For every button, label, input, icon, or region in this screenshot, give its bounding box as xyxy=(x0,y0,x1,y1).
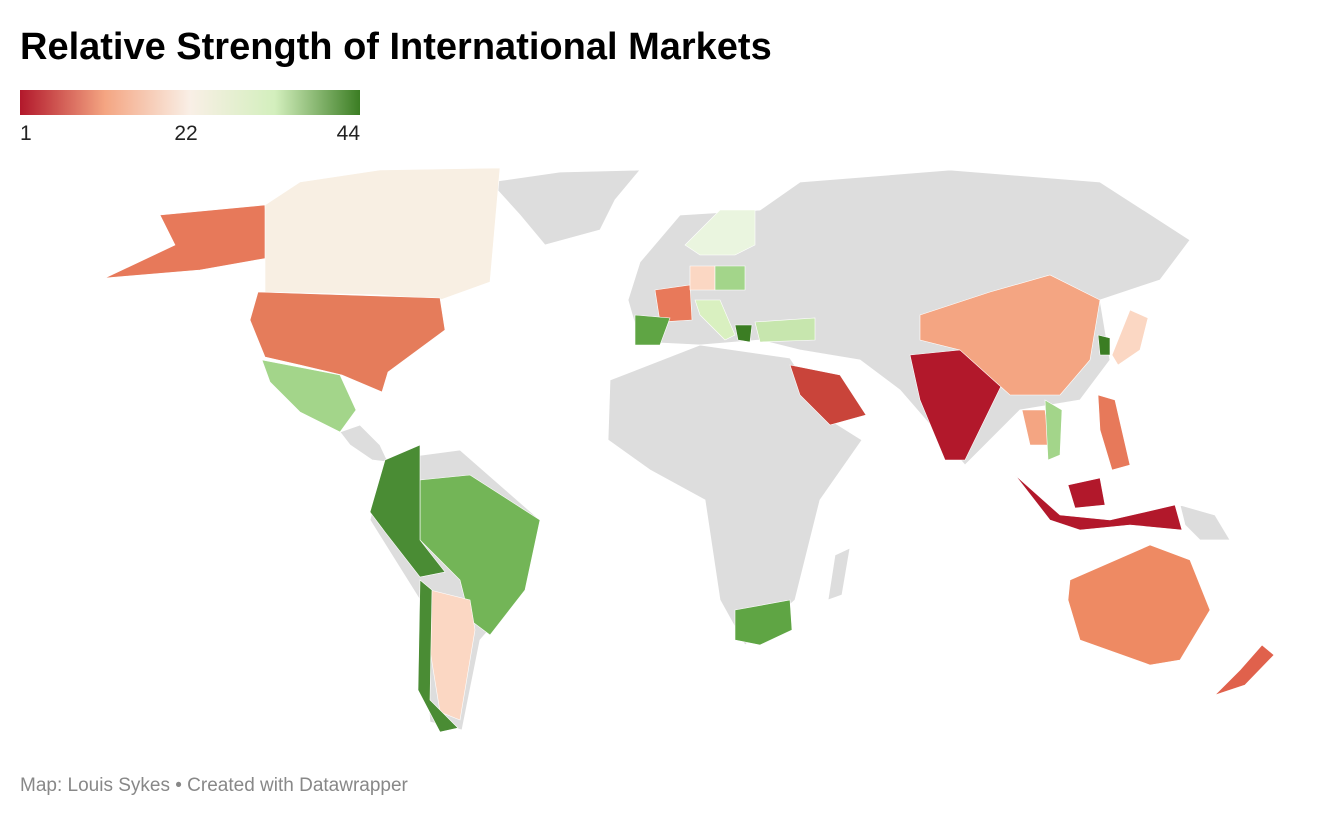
region xyxy=(1067,477,1106,509)
region xyxy=(417,579,459,733)
region xyxy=(104,204,269,279)
region xyxy=(789,364,867,426)
greenland xyxy=(489,169,641,246)
region xyxy=(249,291,446,393)
region xyxy=(369,444,446,578)
legend-tick-label: 44 xyxy=(337,122,361,145)
region xyxy=(734,324,753,343)
region xyxy=(634,314,671,346)
png xyxy=(1179,504,1231,541)
region xyxy=(919,274,1101,396)
region xyxy=(1067,544,1211,666)
region xyxy=(1097,334,1111,356)
footer: Map: Louis Sykes • Created with Datawrap… xyxy=(20,775,409,796)
legend-tick-label: 22 xyxy=(174,122,197,145)
central-america xyxy=(339,424,389,463)
region xyxy=(261,359,357,433)
legend-ticks: 1 22 44 xyxy=(20,122,360,145)
legend-bar xyxy=(20,90,360,115)
region xyxy=(1111,309,1149,366)
title: Relative Strength of International Marke… xyxy=(20,26,772,68)
region xyxy=(714,265,746,291)
region xyxy=(264,167,501,301)
region xyxy=(689,265,716,291)
region xyxy=(734,599,793,646)
region xyxy=(1044,399,1063,461)
madagascar xyxy=(827,547,851,601)
region xyxy=(684,209,756,256)
region xyxy=(1014,474,1183,531)
legend-tick-label: 1 xyxy=(20,122,32,145)
africa xyxy=(607,344,863,646)
region xyxy=(1097,394,1131,471)
region xyxy=(654,284,693,323)
map xyxy=(104,167,1275,733)
region xyxy=(694,299,736,341)
region xyxy=(1214,644,1275,696)
region xyxy=(754,317,816,343)
region xyxy=(419,474,541,636)
